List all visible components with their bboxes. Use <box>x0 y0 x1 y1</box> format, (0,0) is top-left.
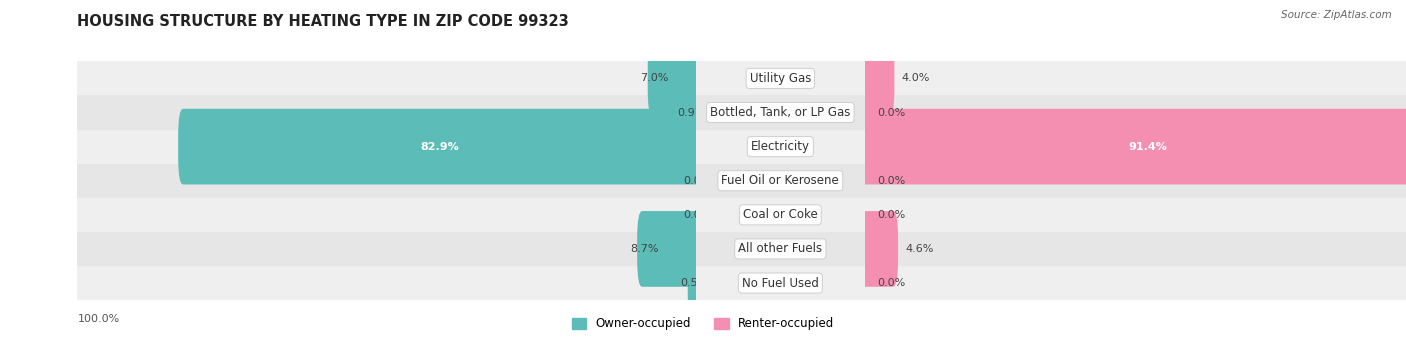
Text: 0.0%: 0.0% <box>877 107 905 118</box>
Bar <box>696 130 865 164</box>
Bar <box>696 198 865 232</box>
Bar <box>77 130 696 164</box>
Text: 0.0%: 0.0% <box>877 176 905 186</box>
Text: 91.4%: 91.4% <box>1128 142 1167 152</box>
Text: 0.0%: 0.0% <box>877 278 905 288</box>
Bar <box>865 61 1406 95</box>
Bar <box>77 266 696 300</box>
Text: 0.0%: 0.0% <box>877 210 905 220</box>
Text: 4.0%: 4.0% <box>901 73 931 84</box>
Text: 0.0%: 0.0% <box>683 210 711 220</box>
Text: All other Fuels: All other Fuels <box>738 242 823 255</box>
Bar <box>696 61 865 95</box>
Bar <box>865 232 1406 266</box>
FancyBboxPatch shape <box>685 75 702 150</box>
Text: Coal or Coke: Coal or Coke <box>742 208 818 221</box>
FancyBboxPatch shape <box>179 109 702 184</box>
Text: Utility Gas: Utility Gas <box>749 72 811 85</box>
Bar <box>865 198 1406 232</box>
Text: 0.0%: 0.0% <box>683 176 711 186</box>
Bar <box>696 266 865 300</box>
Bar <box>77 232 696 266</box>
Bar <box>865 164 1406 198</box>
Text: 4.6%: 4.6% <box>905 244 934 254</box>
Text: 0.53%: 0.53% <box>681 278 716 288</box>
Legend: Owner-occupied, Renter-occupied: Owner-occupied, Renter-occupied <box>567 313 839 335</box>
Bar <box>77 164 696 198</box>
FancyBboxPatch shape <box>637 211 702 287</box>
Bar <box>696 164 865 198</box>
Text: 0.97%: 0.97% <box>678 107 713 118</box>
FancyBboxPatch shape <box>859 41 894 116</box>
Text: Source: ZipAtlas.com: Source: ZipAtlas.com <box>1281 10 1392 20</box>
Text: 8.7%: 8.7% <box>630 244 658 254</box>
Bar <box>77 198 696 232</box>
Text: 82.9%: 82.9% <box>420 142 458 152</box>
Bar <box>77 95 696 130</box>
Bar <box>865 266 1406 300</box>
Text: HOUSING STRUCTURE BY HEATING TYPE IN ZIP CODE 99323: HOUSING STRUCTURE BY HEATING TYPE IN ZIP… <box>77 14 569 29</box>
Text: 7.0%: 7.0% <box>640 73 669 84</box>
FancyBboxPatch shape <box>648 41 702 116</box>
Bar <box>865 130 1406 164</box>
Text: No Fuel Used: No Fuel Used <box>742 277 818 290</box>
Bar <box>696 95 865 130</box>
Bar <box>865 95 1406 130</box>
FancyBboxPatch shape <box>859 211 898 287</box>
FancyBboxPatch shape <box>688 245 702 321</box>
Text: Fuel Oil or Kerosene: Fuel Oil or Kerosene <box>721 174 839 187</box>
FancyBboxPatch shape <box>859 109 1406 184</box>
Bar <box>696 232 865 266</box>
Text: 100.0%: 100.0% <box>77 314 120 324</box>
Text: Electricity: Electricity <box>751 140 810 153</box>
Bar <box>77 61 696 95</box>
Text: Bottled, Tank, or LP Gas: Bottled, Tank, or LP Gas <box>710 106 851 119</box>
